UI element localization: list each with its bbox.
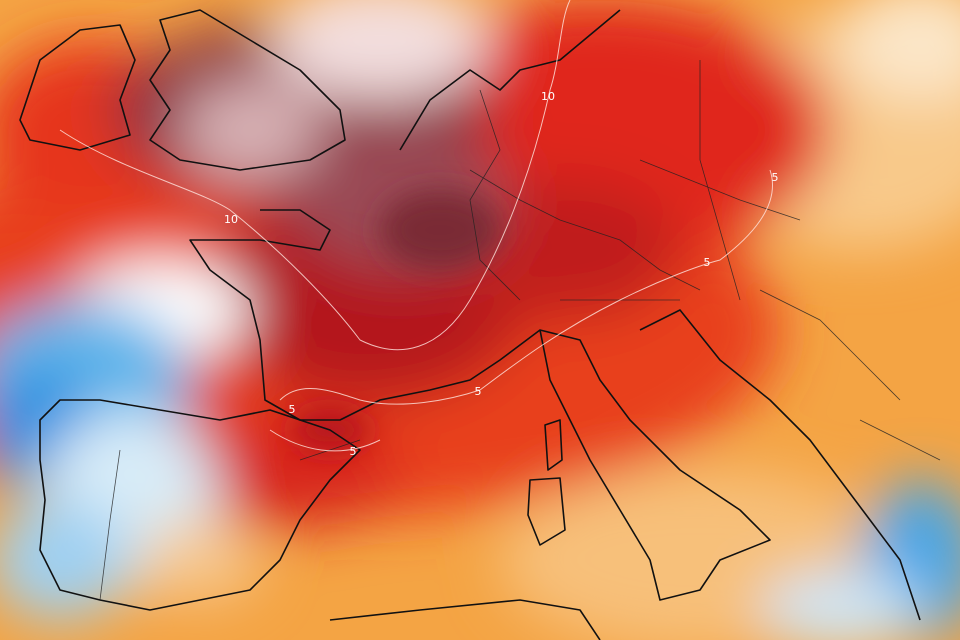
contour-label: 5: [350, 445, 357, 458]
contour-labels: 10 10 5 5 5 5 5: [224, 90, 779, 458]
coastlines: [19, 9, 921, 640]
contour-label: 5: [289, 403, 296, 416]
isolines: [59, 0, 774, 452]
contour-label: 10: [224, 213, 238, 226]
contour-label: 5: [772, 171, 779, 184]
contour-label: 10: [541, 90, 555, 103]
contour-label: 5: [704, 256, 711, 269]
contour-label: 5: [475, 385, 482, 398]
